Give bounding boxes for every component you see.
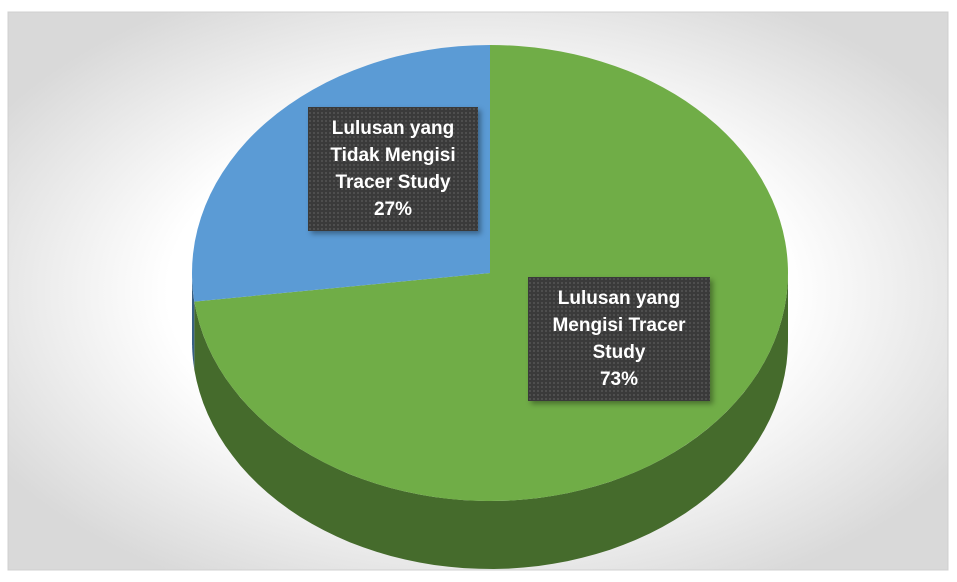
data-label: Lulusan yang Mengisi Tracer Study 73% — [528, 277, 710, 401]
data-label: Lulusan yang Tidak Mengisi Tracer Study 2… — [308, 107, 478, 231]
category-label: Lulusan yang Tidak Mengisi Tracer Study — [330, 118, 456, 193]
pie-slice-side — [192, 273, 195, 370]
category-label: Lulusan yang Mengisi Tracer Study — [552, 288, 686, 363]
pie-slice-side — [194, 273, 789, 569]
value-label: 73% — [599, 369, 639, 390]
value-label: 27% — [373, 199, 413, 220]
